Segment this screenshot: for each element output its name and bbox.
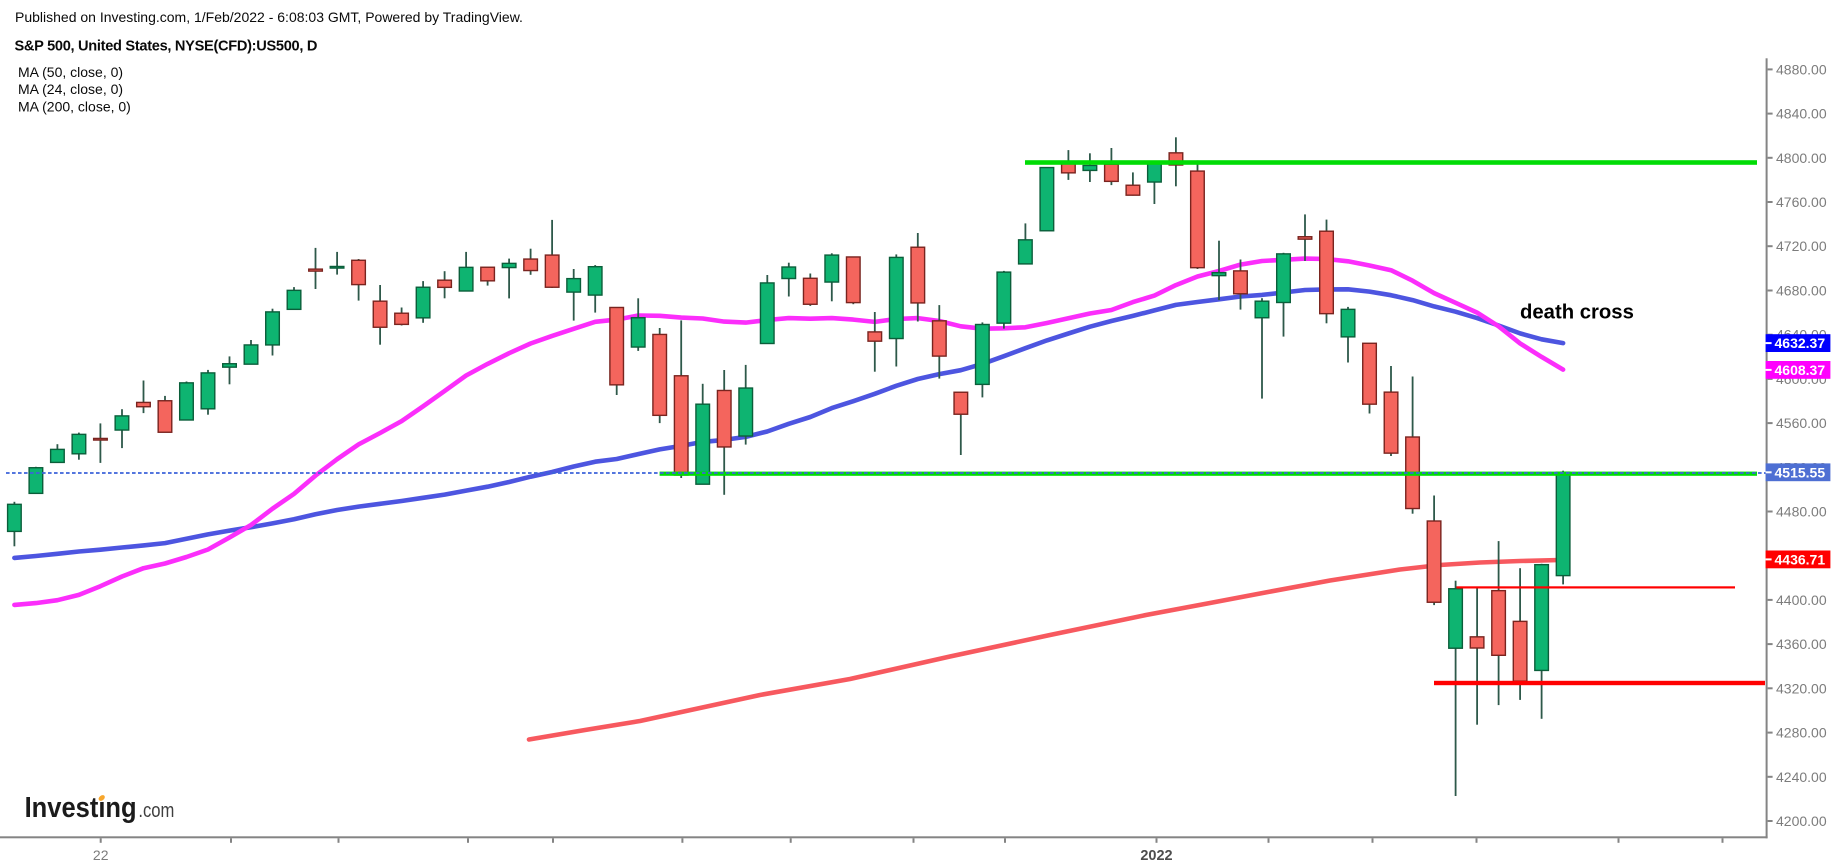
svg-text:2022: 2022 [1140, 848, 1172, 864]
svg-text:4320.00: 4320.00 [1776, 680, 1827, 696]
svg-text:4560.00: 4560.00 [1776, 415, 1827, 431]
svg-text:4240.00: 4240.00 [1776, 769, 1827, 785]
svg-text:4360.00: 4360.00 [1776, 636, 1827, 652]
svg-text:4840.00: 4840.00 [1776, 106, 1827, 122]
svg-text:4400.00: 4400.00 [1776, 592, 1827, 608]
svg-text:Published on Investing.com, 1/: Published on Investing.com, 1/Feb/2022 -… [15, 9, 523, 25]
svg-text:death cross: death cross [1520, 302, 1634, 324]
svg-text:MA (200, close, 0): MA (200, close, 0) [18, 98, 131, 114]
svg-text:Investıng: Investıng [25, 792, 137, 824]
svg-text:4200.00: 4200.00 [1776, 813, 1827, 829]
svg-text:MA (50, close, 0): MA (50, close, 0) [18, 64, 123, 80]
svg-text:S&P 500, United States, NYSE(C: S&P 500, United States, NYSE(CFD):US500,… [15, 39, 318, 55]
svg-text:4608.37: 4608.37 [1775, 362, 1826, 378]
svg-text:22: 22 [93, 847, 109, 863]
svg-text:4680.00: 4680.00 [1776, 283, 1827, 299]
svg-text:4760.00: 4760.00 [1776, 194, 1827, 210]
svg-text:4280.00: 4280.00 [1776, 725, 1827, 741]
svg-text:.com: .com [138, 799, 174, 822]
svg-text:4720.00: 4720.00 [1776, 238, 1827, 254]
svg-text:MA (24, close, 0): MA (24, close, 0) [18, 81, 123, 97]
svg-text:4436.71: 4436.71 [1775, 551, 1826, 567]
svg-text:4515.55: 4515.55 [1775, 464, 1826, 480]
svg-text:4880.00: 4880.00 [1776, 61, 1827, 77]
svg-text:4632.37: 4632.37 [1775, 335, 1826, 351]
svg-text:4480.00: 4480.00 [1776, 504, 1827, 520]
svg-text:4800.00: 4800.00 [1776, 150, 1827, 166]
